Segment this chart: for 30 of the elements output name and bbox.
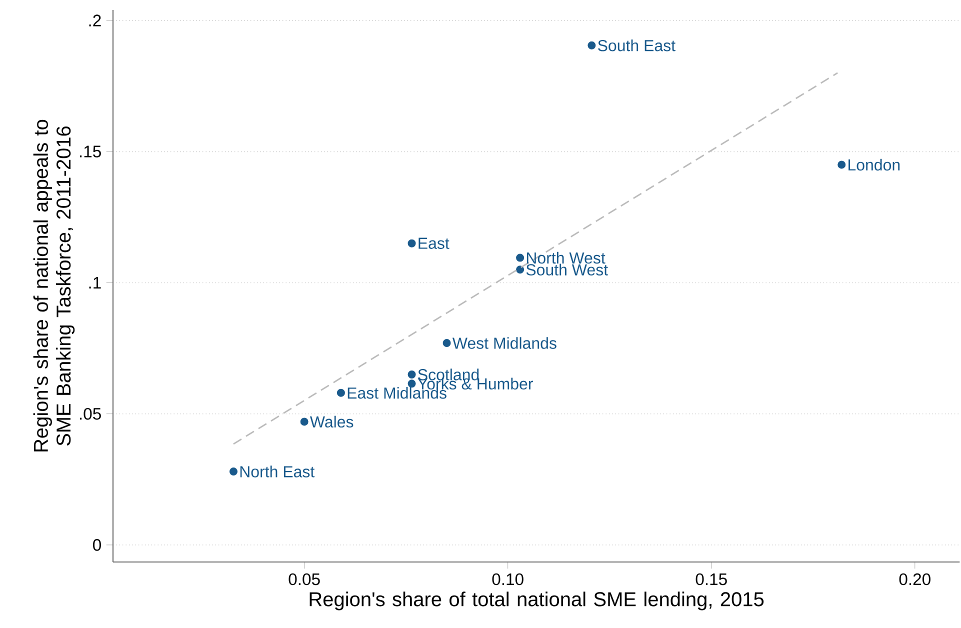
annotation: London: [848, 158, 900, 171]
point: [588, 41, 596, 50]
y-tick-label: .05: [80, 408, 101, 420]
y-tick-label: 0: [93, 539, 101, 551]
x-tick-label: 0.20: [899, 573, 930, 586]
point: [336, 388, 345, 397]
y-tick-label: .1: [89, 276, 101, 288]
x-axis-title: Region's share of total national SME lending, 2015: [310, 592, 764, 610]
point: [408, 239, 416, 248]
point: [516, 254, 524, 262]
annotation: East: [418, 238, 450, 249]
annotation: North East: [240, 466, 315, 478]
annotation: East Midlands: [348, 386, 446, 399]
y-axis-title: Region's share of national appeals to SME Banking Taskforce, 2011-2016: [33, 120, 75, 452]
x-tick-label: 0.10: [492, 573, 524, 586]
annotation: South East: [598, 40, 676, 52]
point: [229, 468, 238, 476]
point: [408, 370, 416, 378]
point: [516, 266, 524, 274]
point: [838, 160, 846, 169]
annotation: North West: [526, 252, 606, 264]
annotation: South West: [526, 264, 608, 276]
y-tick-label: .15: [80, 146, 101, 158]
annotation: Wales: [310, 416, 354, 428]
x-tick-label: 0.05: [288, 573, 320, 586]
x-tick-label: 0.15: [696, 573, 727, 586]
point: [442, 339, 451, 348]
point: [300, 418, 308, 426]
annotation: West Midlands: [452, 337, 556, 349]
y-tick-label: .2: [89, 14, 101, 26]
